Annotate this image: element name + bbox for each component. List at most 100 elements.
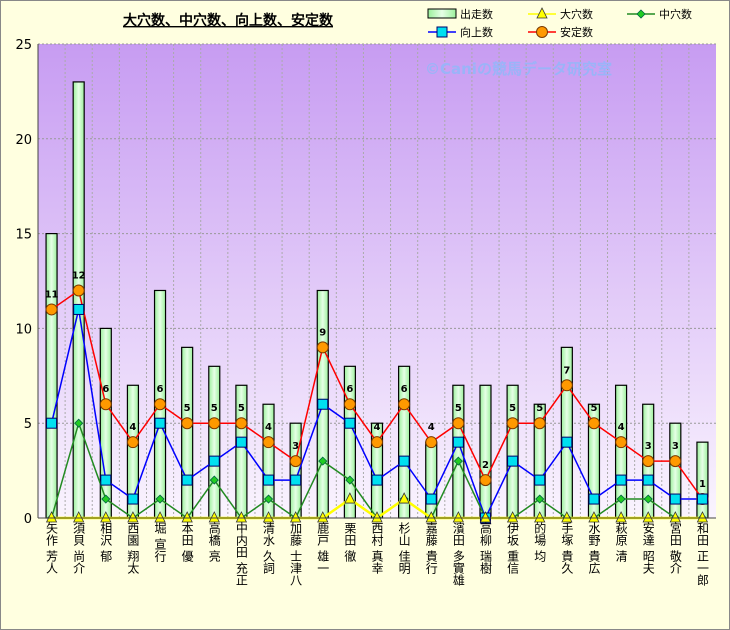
triangle-marker: [588, 511, 600, 523]
x-tick-label: 高橋 亮: [207, 522, 222, 562]
triangle-marker: [208, 511, 220, 523]
triangle-marker: [371, 511, 383, 523]
diamond-marker: [636, 9, 646, 19]
square-marker: [127, 493, 139, 505]
y-tick-label: 5: [24, 417, 32, 432]
watermark: ©Caniの競馬データ研究室: [425, 60, 612, 78]
square-marker: [46, 417, 58, 429]
y-tick-label: 20: [15, 133, 32, 148]
circle-marker: [208, 417, 221, 430]
circle-marker: [45, 303, 58, 316]
legend-label: 大穴数: [560, 7, 593, 21]
diamond-marker: [345, 475, 355, 485]
circle-marker: [371, 436, 383, 449]
data-label: 3: [645, 441, 652, 452]
x-tick-label: 萩原 清: [614, 522, 629, 562]
x-tick-label: 高柳 瑞樹: [478, 522, 493, 574]
triangle-marker: [615, 511, 627, 523]
data-label: 5: [211, 403, 218, 414]
triangle-marker: [289, 511, 302, 523]
circle-marker: [99, 398, 112, 411]
square-marker: [534, 474, 546, 486]
diamond-marker: [155, 494, 165, 504]
circle-marker: [154, 398, 167, 411]
circle-marker: [587, 417, 600, 430]
triangle-marker: [642, 511, 654, 523]
square-marker: [235, 436, 247, 448]
circle-marker: [289, 455, 302, 468]
triangle-marker: [100, 511, 112, 523]
circle-marker: [425, 436, 438, 449]
circle-marker: [235, 417, 248, 430]
circle-marker: [126, 436, 139, 449]
square-marker: [154, 417, 166, 429]
square-marker: [588, 493, 600, 505]
data-label: 2: [482, 460, 489, 471]
legend-label: 中穴数: [659, 7, 692, 21]
square-marker: [208, 455, 220, 467]
triangle-marker: [73, 511, 85, 523]
square-marker: [290, 474, 302, 486]
triangle-marker: [235, 511, 248, 523]
bar-出走数: [181, 346, 194, 519]
x-tick-label: 杉山 佳明: [397, 522, 412, 574]
y-tick-label: 15: [15, 228, 32, 243]
square-marker: [371, 474, 383, 486]
circle-marker: [72, 284, 85, 297]
x-tick-label: 相沢 郁: [98, 522, 113, 562]
diamond-marker: [263, 494, 274, 504]
data-label: 5: [590, 403, 597, 414]
triangle-marker: [534, 511, 546, 523]
x-tick-label: 的場 均: [532, 522, 547, 562]
square-marker: [398, 455, 410, 467]
triangle-marker: [561, 511, 573, 523]
bar-出走数: [45, 233, 58, 519]
y-tick-label: 0: [24, 512, 32, 527]
data-label: 4: [428, 422, 435, 433]
bar-出走数: [479, 384, 492, 519]
x-tick-label: 安達 昭夫: [641, 522, 656, 574]
diamond-marker: [643, 494, 653, 504]
triangle-marker: [317, 511, 329, 523]
triangle-marker: [536, 7, 548, 19]
square-marker: [696, 493, 708, 505]
square-marker: [507, 455, 519, 467]
data-label: 11: [45, 289, 59, 300]
triangle-marker: [479, 511, 492, 523]
bar-出走数: [208, 365, 221, 519]
circle-marker: [642, 455, 655, 468]
square-marker: [344, 417, 356, 429]
circle-marker: [316, 341, 329, 354]
data-label: 5: [184, 403, 191, 414]
triangle-marker: [398, 492, 410, 504]
triangle-marker: [154, 511, 166, 523]
bar-出走数: [425, 441, 438, 519]
square-marker: [181, 474, 193, 486]
data-label: 4: [618, 422, 625, 433]
triangle-marker: [669, 511, 681, 523]
square-marker: [452, 436, 464, 448]
diamond-marker: [101, 494, 111, 504]
x-tick-label: 西村 真幸: [370, 522, 384, 574]
data-label: 4: [129, 422, 136, 433]
circle-marker: [398, 398, 411, 411]
diamond-marker: [318, 456, 328, 466]
data-label: 9: [319, 327, 326, 338]
x-tick-label: 和田 正一郎: [695, 522, 710, 586]
square-marker: [615, 474, 627, 486]
y-tick-label: 10: [15, 322, 32, 337]
square-marker: [317, 398, 329, 410]
circle-marker: [262, 436, 275, 449]
triangle-marker: [262, 511, 275, 523]
data-label: 5: [455, 403, 462, 414]
square-marker: [669, 493, 681, 505]
triangle-marker: [506, 511, 519, 523]
data-label: 12: [72, 270, 86, 281]
circle-marker: [452, 417, 465, 430]
x-tick-label: 清水 久詞: [261, 522, 276, 574]
data-label: 3: [292, 441, 299, 452]
x-tick-label: 手塚 貴久: [559, 522, 574, 574]
legend-label: 向上数: [460, 25, 493, 39]
